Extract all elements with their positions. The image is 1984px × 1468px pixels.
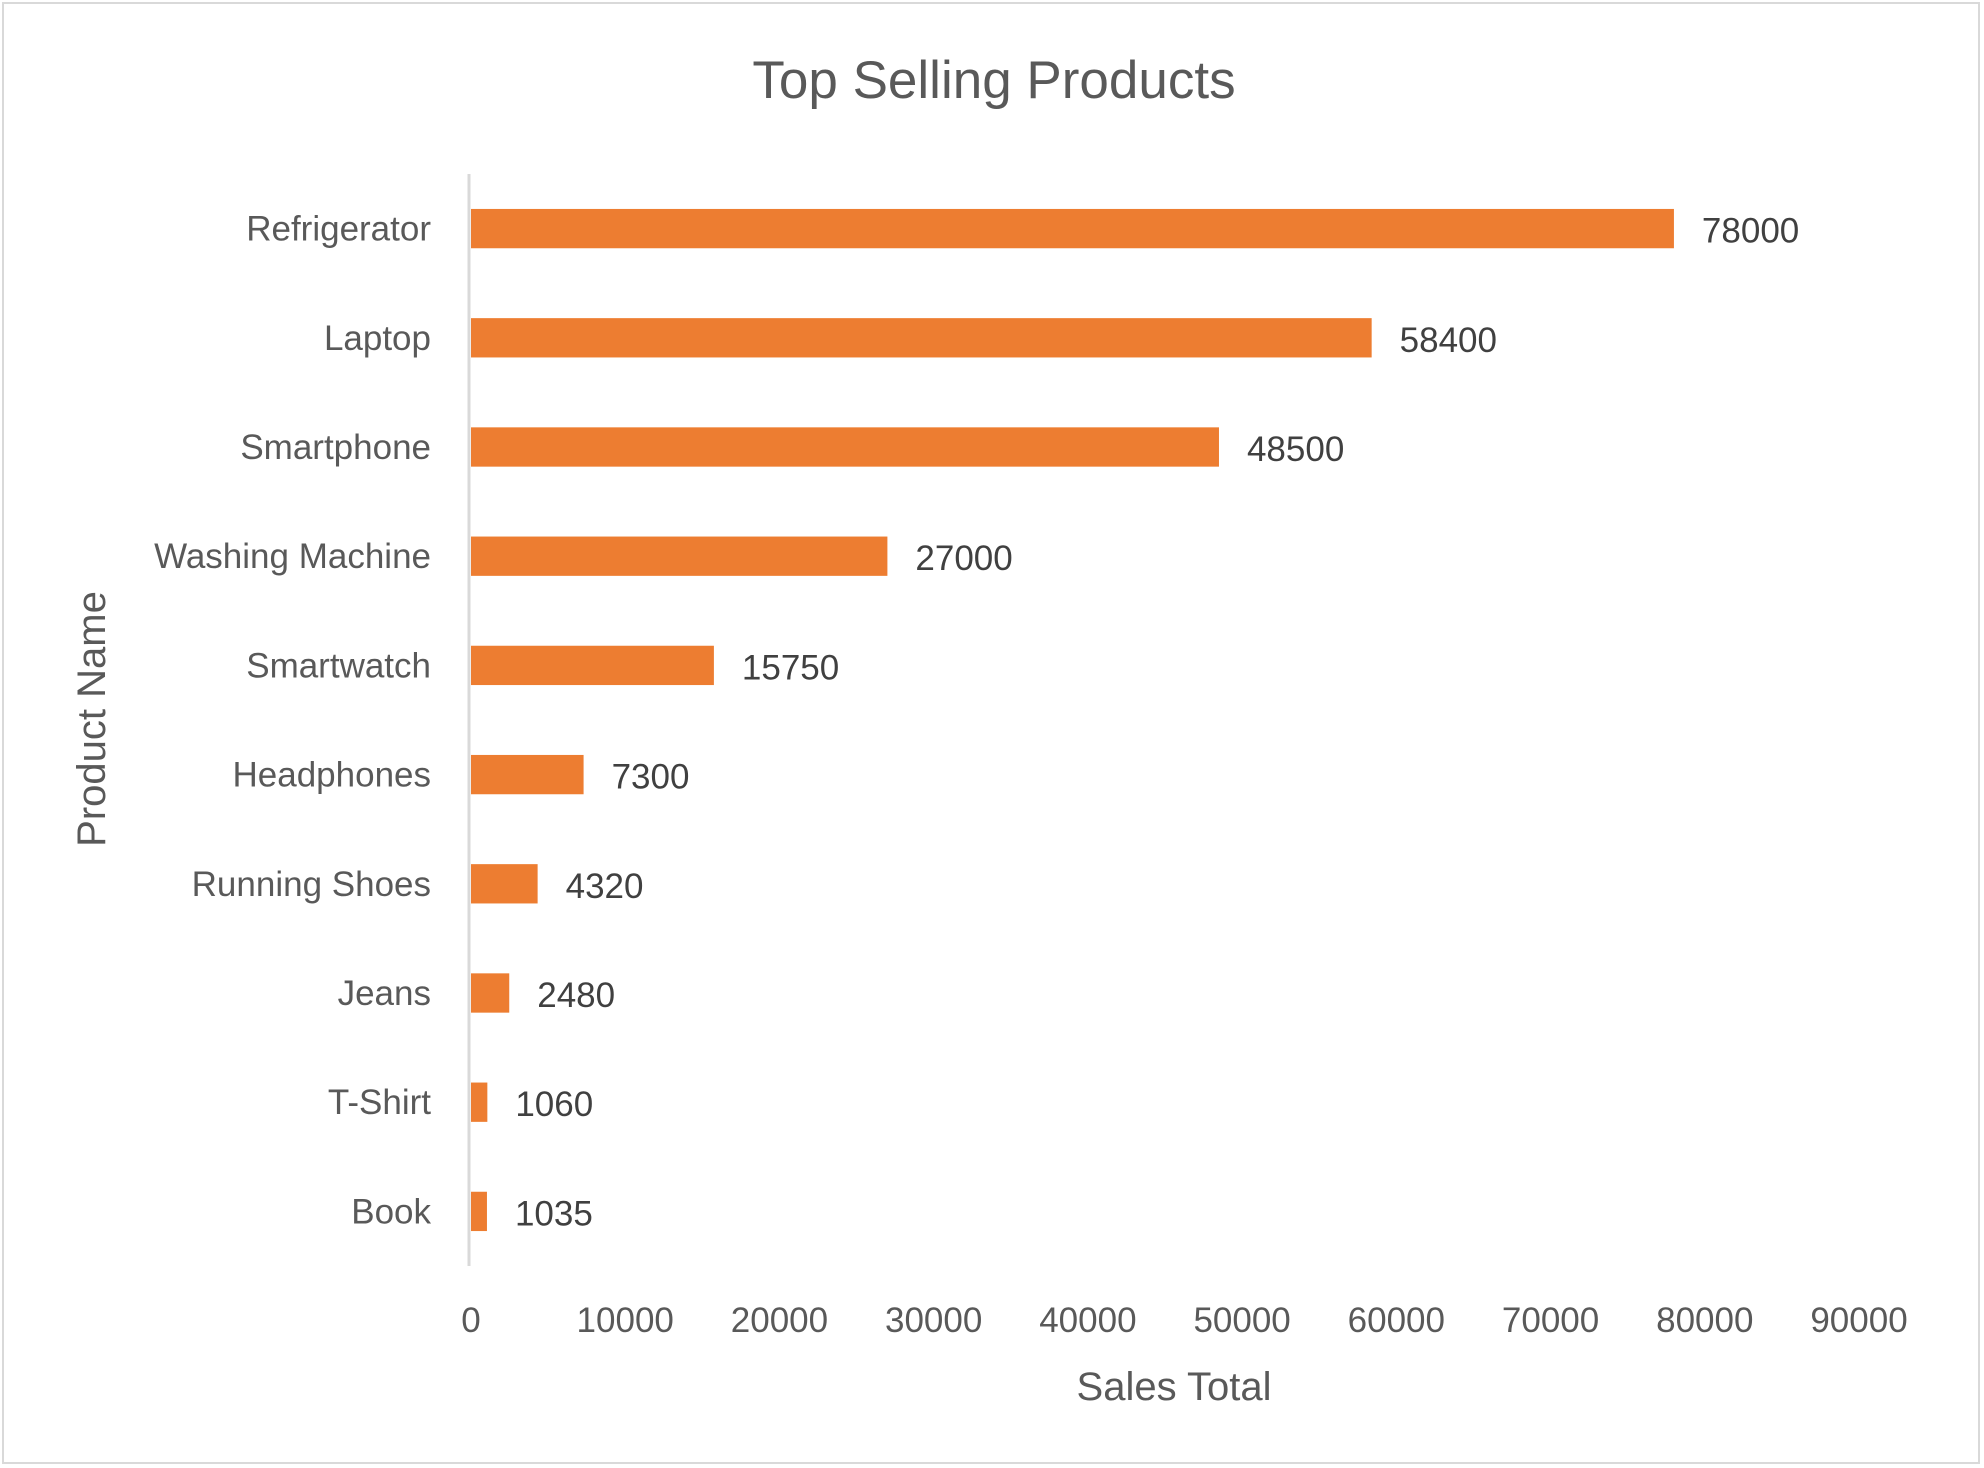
data-label: 15750: [742, 648, 839, 687]
bars-layer: [471, 208, 1674, 1232]
x-tick-label: 0: [461, 1301, 480, 1340]
y-axis-title: Product Name: [70, 591, 114, 847]
x-axis-tick-labels: 0 10000 20000 30000 40000 50000 60000 70000 8000…: [461, 1301, 1907, 1340]
chart-title: Top Selling Products: [752, 51, 1235, 110]
data-label: 4320: [566, 867, 644, 906]
category-label: Running Shoes: [192, 865, 431, 904]
data-label: 58400: [1400, 321, 1497, 360]
bar: [471, 1191, 487, 1232]
data-label: 27000: [915, 539, 1012, 578]
x-tick-label: 60000: [1348, 1301, 1445, 1340]
category-label: Smartphone: [240, 428, 431, 467]
category-label: Smartwatch: [246, 646, 431, 685]
bar: [471, 973, 510, 1013]
category-label: Jeans: [338, 974, 431, 1013]
data-label: 7300: [612, 758, 690, 797]
bar-chart: Top Selling Products Sales Total Product…: [70, 51, 1908, 1409]
category-labels: Refrigerator Laptop Smartphone Washing Mach…: [154, 210, 431, 1232]
bar: [471, 208, 1674, 249]
bar: [471, 1082, 488, 1122]
x-tick-label: 40000: [1039, 1301, 1136, 1340]
category-label: Book: [351, 1192, 431, 1231]
category-label: Washing Machine: [154, 537, 431, 576]
category-label: Refrigerator: [246, 210, 431, 249]
category-label: T-Shirt: [328, 1083, 431, 1122]
data-label: 1035: [515, 1194, 593, 1233]
bar: [471, 427, 1219, 467]
x-tick-label: 30000: [885, 1301, 982, 1340]
category-label: Laptop: [324, 319, 431, 358]
data-label: 2480: [537, 976, 615, 1015]
x-tick-label: 90000: [1810, 1301, 1907, 1340]
data-labels: 78000 58400 48500 27000 15750 7300 4320 2480 106…: [515, 212, 1799, 1234]
x-tick-label: 10000: [577, 1301, 674, 1340]
x-tick-label: 20000: [731, 1301, 828, 1340]
x-tick-label: 70000: [1502, 1301, 1599, 1340]
bar: [471, 754, 584, 795]
bar: [471, 864, 538, 904]
x-axis-title: Sales Total: [1077, 1365, 1272, 1409]
bar: [471, 645, 714, 686]
data-label: 1060: [515, 1085, 593, 1124]
category-label: Headphones: [233, 756, 432, 795]
x-tick-label: 80000: [1656, 1301, 1753, 1340]
bar: [471, 318, 1372, 358]
data-label: 78000: [1702, 212, 1799, 251]
bar: [471, 536, 888, 576]
data-label: 48500: [1247, 430, 1344, 469]
x-tick-label: 50000: [1193, 1301, 1290, 1340]
